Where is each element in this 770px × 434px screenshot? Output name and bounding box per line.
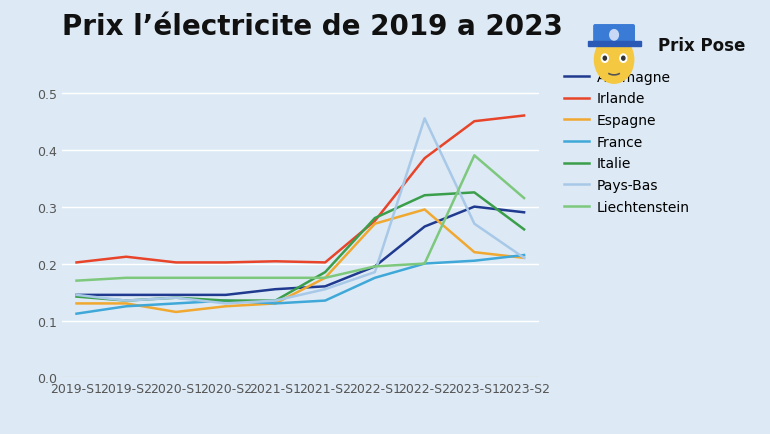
Pays-Bas bbox=[221, 301, 230, 306]
Pays-Bas bbox=[320, 287, 330, 292]
Allemagne bbox=[172, 293, 181, 298]
Line: France: France bbox=[76, 256, 524, 314]
Liechtenstein bbox=[72, 278, 81, 283]
Irlande bbox=[520, 114, 529, 119]
Allemagne bbox=[221, 293, 230, 298]
Irlande bbox=[122, 254, 131, 260]
Liechtenstein bbox=[320, 276, 330, 281]
Espagne bbox=[221, 304, 230, 309]
Irlande bbox=[172, 260, 181, 266]
Circle shape bbox=[620, 55, 627, 63]
Pays-Bas bbox=[420, 116, 429, 122]
Espagne bbox=[320, 276, 330, 281]
France bbox=[271, 301, 280, 306]
France bbox=[370, 276, 380, 281]
France bbox=[470, 259, 479, 264]
Italie bbox=[320, 270, 330, 275]
Line: Allemagne: Allemagne bbox=[76, 207, 524, 295]
Text: Prix l’électricite de 2019 a 2023: Prix l’électricite de 2019 a 2023 bbox=[62, 13, 562, 41]
Irlande bbox=[420, 156, 429, 161]
Allemagne bbox=[72, 293, 81, 298]
Irlande bbox=[470, 119, 479, 125]
Allemagne bbox=[520, 210, 529, 215]
France bbox=[122, 304, 131, 309]
Italie bbox=[520, 227, 529, 233]
Liechtenstein bbox=[172, 276, 181, 281]
Legend: Allemagne, Irlande, Espagne, France, Italie, Pays-Bas, Liechtenstein: Allemagne, Irlande, Espagne, France, Ita… bbox=[558, 65, 695, 220]
Allemagne bbox=[370, 264, 380, 270]
Line: Pays-Bas: Pays-Bas bbox=[76, 119, 524, 304]
FancyBboxPatch shape bbox=[594, 26, 634, 46]
Italie bbox=[221, 298, 230, 303]
Circle shape bbox=[601, 55, 608, 63]
Espagne bbox=[520, 256, 529, 261]
Espagne bbox=[370, 222, 380, 227]
Circle shape bbox=[603, 57, 607, 61]
Pays-Bas bbox=[520, 256, 529, 261]
Italie bbox=[420, 193, 429, 198]
Irlande bbox=[370, 219, 380, 224]
Allemagne bbox=[320, 284, 330, 289]
Espagne bbox=[271, 301, 280, 306]
Circle shape bbox=[621, 57, 625, 61]
Italie bbox=[172, 296, 181, 301]
Irlande bbox=[72, 260, 81, 266]
Allemagne bbox=[271, 287, 280, 292]
Liechtenstein bbox=[271, 276, 280, 281]
Line: Liechtenstein: Liechtenstein bbox=[76, 156, 524, 281]
Espagne bbox=[172, 309, 181, 315]
Pays-Bas bbox=[271, 298, 280, 303]
Italie bbox=[470, 191, 479, 196]
Irlande bbox=[320, 260, 330, 266]
Pays-Bas bbox=[172, 296, 181, 301]
France bbox=[172, 301, 181, 306]
Liechtenstein bbox=[370, 264, 380, 270]
Allemagne bbox=[420, 224, 429, 230]
Liechtenstein bbox=[420, 261, 429, 266]
Espagne bbox=[420, 207, 429, 213]
Italie bbox=[122, 298, 131, 303]
Irlande bbox=[271, 259, 280, 264]
Allemagne bbox=[122, 293, 131, 298]
Irlande bbox=[221, 260, 230, 266]
Pays-Bas bbox=[370, 270, 380, 275]
Liechtenstein bbox=[470, 153, 479, 158]
Italie bbox=[271, 298, 280, 303]
Line: Espagne: Espagne bbox=[76, 210, 524, 312]
Espagne bbox=[72, 301, 81, 306]
France bbox=[72, 311, 81, 316]
Circle shape bbox=[594, 37, 634, 84]
Espagne bbox=[122, 301, 131, 306]
France bbox=[320, 298, 330, 303]
Italie bbox=[72, 294, 81, 299]
Text: Prix Pose: Prix Pose bbox=[658, 36, 745, 55]
Allemagne bbox=[470, 204, 479, 210]
Liechtenstein bbox=[221, 276, 230, 281]
France bbox=[420, 261, 429, 266]
Liechtenstein bbox=[122, 276, 131, 281]
Line: Italie: Italie bbox=[76, 193, 524, 301]
Line: Irlande: Irlande bbox=[76, 116, 524, 263]
Pays-Bas bbox=[122, 298, 131, 303]
Pays-Bas bbox=[72, 293, 81, 298]
Circle shape bbox=[610, 30, 618, 41]
France bbox=[221, 298, 230, 303]
France bbox=[520, 253, 529, 258]
Bar bbox=[588, 43, 641, 47]
Espagne bbox=[470, 250, 479, 255]
Pays-Bas bbox=[470, 222, 479, 227]
Italie bbox=[370, 216, 380, 221]
Liechtenstein bbox=[520, 196, 529, 201]
